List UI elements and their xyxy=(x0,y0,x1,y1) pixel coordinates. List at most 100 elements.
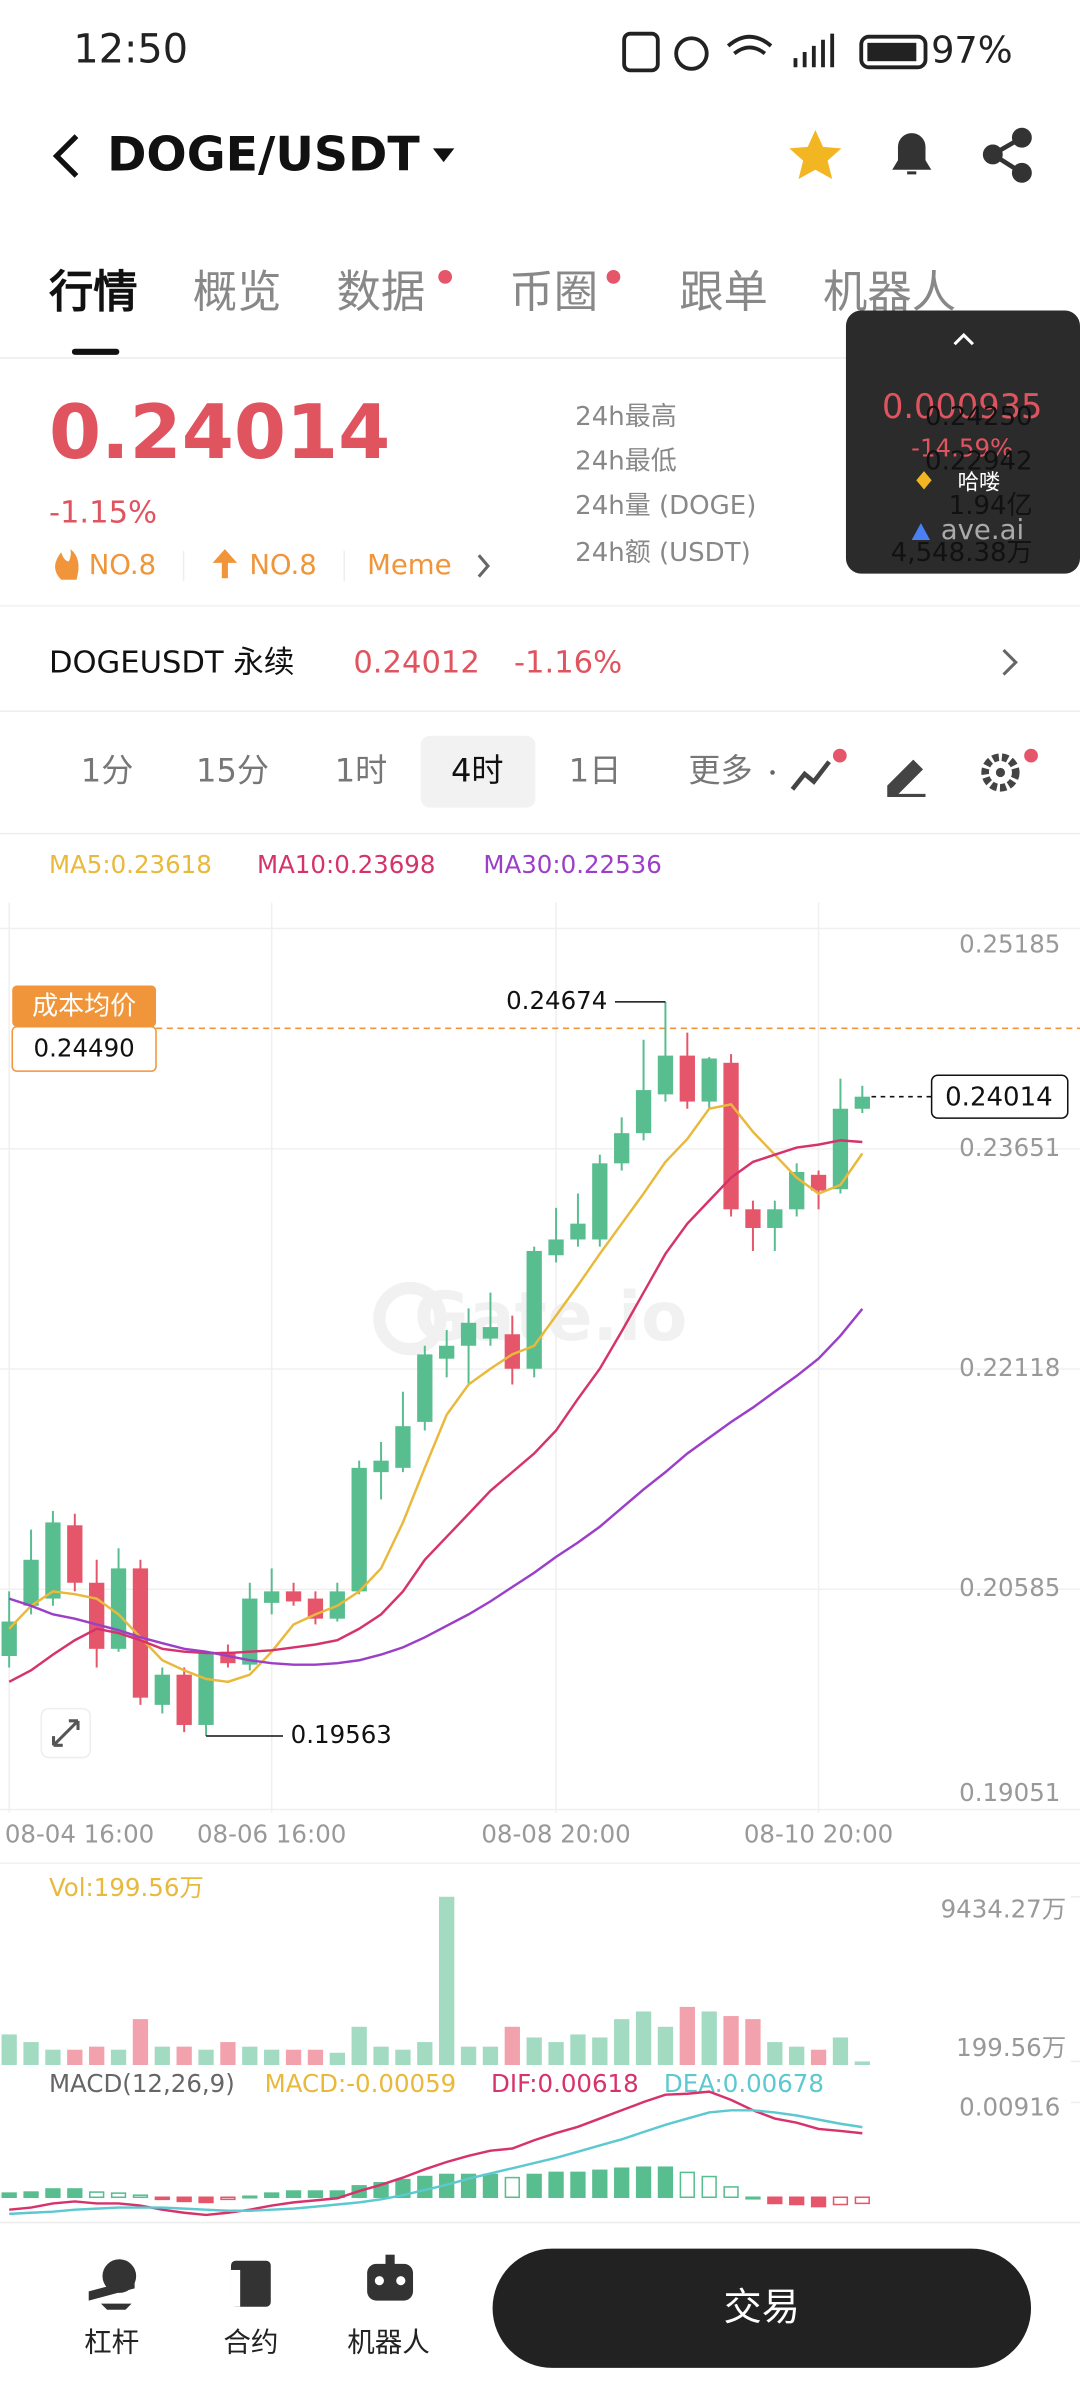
macd-bar xyxy=(264,2192,280,2199)
interval[interactable]: 1日 xyxy=(569,751,622,789)
macd-bar xyxy=(592,2169,608,2199)
expand-icon xyxy=(52,1719,80,1747)
volume-bar xyxy=(614,2019,630,2066)
macd-bar xyxy=(176,2196,192,2203)
settings-dot xyxy=(1024,748,1038,763)
macd-bar xyxy=(198,2196,214,2204)
x-tick-label: 08-10 20:00 xyxy=(744,1820,893,1849)
share-button[interactable] xyxy=(982,127,1032,183)
pair-title[interactable]: DOGE/USDT xyxy=(107,128,420,183)
chevron[interactable] xyxy=(1002,649,1018,676)
macd-bar xyxy=(285,2190,302,2199)
trade-button[interactable] xyxy=(492,2248,1032,2368)
tab-underline xyxy=(71,348,120,355)
ma-line xyxy=(8,1139,863,1683)
macd-bar xyxy=(110,2192,127,2199)
macd-bar xyxy=(417,2175,433,2199)
cost-tag-title: 成本均价 xyxy=(32,991,136,1021)
volume-bar xyxy=(767,2042,783,2066)
stat-value: 1.94亿 xyxy=(949,491,1033,521)
candle-body xyxy=(482,1327,499,1339)
volume-bar xyxy=(1,2034,17,2066)
volume-bar xyxy=(307,2049,324,2066)
macd-bar xyxy=(570,2171,586,2199)
y-tick-label: 0.23651 xyxy=(959,1133,1060,1162)
volume-bar xyxy=(854,2061,870,2066)
volume-bar xyxy=(635,2011,652,2066)
nav-label[interactable]: 杠杆 xyxy=(84,2326,139,2358)
rank-badge: NO.8 xyxy=(249,549,316,581)
y-tick-label: 0.22118 xyxy=(959,1353,1060,1382)
draw-button[interactable] xyxy=(887,759,926,797)
nav-label[interactable]: 合约 xyxy=(223,2326,278,2358)
collapse-caret[interactable] xyxy=(953,332,974,346)
macd-legend: DIF:0.00618 xyxy=(491,2069,639,2098)
tab[interactable]: 数据 xyxy=(337,267,426,318)
candle-body xyxy=(657,1055,674,1095)
tab-dot xyxy=(438,269,453,284)
volume-bar xyxy=(132,2019,149,2066)
candle-body xyxy=(504,1334,520,1369)
ma-legend: MA5:0.23618 xyxy=(49,850,212,879)
candle-body xyxy=(810,1174,827,1191)
status-battery: 97% xyxy=(931,29,1013,72)
volume-bar xyxy=(679,2006,695,2066)
cost-tag-box xyxy=(11,1026,157,1072)
more-dot xyxy=(770,770,775,775)
favorite-star[interactable] xyxy=(789,130,842,179)
settings-hub xyxy=(995,767,1006,778)
volume-bar xyxy=(482,2046,499,2066)
interval[interactable]: 1分 xyxy=(81,751,134,789)
status-time: 12:50 xyxy=(73,27,188,73)
widget-name: 哈喽 xyxy=(958,470,1001,495)
trade-button-label: 交易 xyxy=(724,2286,800,2330)
tab-dot xyxy=(606,269,621,284)
candle-body xyxy=(1,1621,17,1657)
ma-legend: MA30:0.22536 xyxy=(483,850,661,879)
candle-body xyxy=(154,1674,170,1705)
perp-label[interactable]: DOGEUSDT 永续 xyxy=(49,645,295,680)
tab[interactable]: 行情 xyxy=(49,267,138,318)
volume-bar xyxy=(439,1896,455,2066)
macd-bar xyxy=(614,2167,630,2199)
y-tick-label: 0.20585 xyxy=(959,1573,1060,1602)
cost-tag-value: 0.24490 xyxy=(34,1034,135,1063)
macd-bar xyxy=(701,2175,717,2199)
perp-change: -1.16% xyxy=(514,645,622,680)
alert-bell[interactable] xyxy=(892,133,932,175)
nav-label[interactable]: 机器人 xyxy=(347,2326,430,2358)
macd-bar xyxy=(832,2196,849,2206)
tab[interactable]: 币圈 xyxy=(509,267,598,318)
candle-body xyxy=(220,1651,236,1664)
candle-body xyxy=(854,1096,870,1109)
volume-bar xyxy=(110,2049,127,2066)
floating-widget[interactable] xyxy=(845,310,1080,574)
pair-dropdown[interactable] xyxy=(432,148,455,163)
volume-bar xyxy=(810,2049,827,2066)
tab[interactable]: 概览 xyxy=(193,267,282,318)
interval[interactable]: 更多 xyxy=(688,751,752,789)
macd-bar xyxy=(1,2192,17,2199)
back-button[interactable] xyxy=(52,134,79,178)
macd-bar xyxy=(526,2173,542,2199)
source-icon xyxy=(911,523,931,540)
volume-bar xyxy=(701,2011,717,2066)
interval[interactable]: 1时 xyxy=(335,751,388,789)
macd-bar xyxy=(395,2178,411,2199)
indicator-button[interactable] xyxy=(790,760,831,791)
volume-bar xyxy=(264,2049,280,2066)
candle-body xyxy=(351,1467,367,1592)
volume-bar xyxy=(789,2046,805,2066)
candle-body xyxy=(285,1591,302,1602)
hot-icon xyxy=(55,549,79,580)
stat-label: 24h最低 xyxy=(575,446,677,476)
settings-button[interactable] xyxy=(981,753,1020,792)
tab[interactable]: 机器人 xyxy=(823,267,956,318)
tag-badge[interactable]: Meme xyxy=(367,549,451,581)
candle-body xyxy=(460,1322,477,1346)
macd-bar xyxy=(154,2196,170,2201)
tab[interactable]: 跟单 xyxy=(679,267,768,318)
interval[interactable]: 15分 xyxy=(196,751,269,789)
interval[interactable]: 4时 xyxy=(451,751,504,789)
macd-bar xyxy=(745,2196,761,2200)
